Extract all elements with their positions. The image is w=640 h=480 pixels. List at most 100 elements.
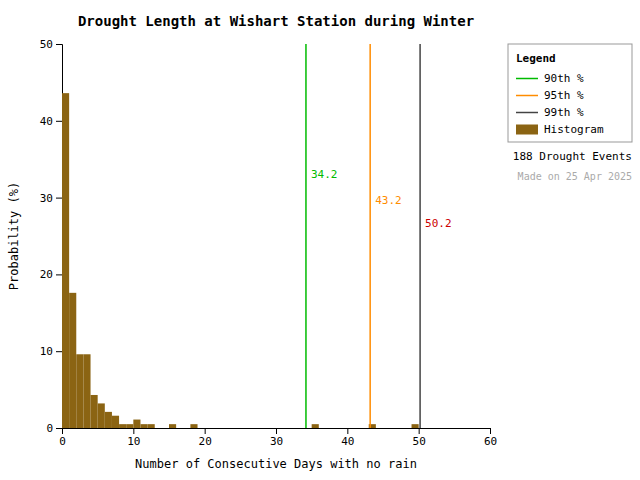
x-axis-line xyxy=(63,429,491,435)
y-tick-label: 20 xyxy=(40,268,53,281)
histogram-bar xyxy=(262,428,269,429)
x-tick-mark xyxy=(419,428,420,434)
histogram-bar xyxy=(340,428,347,429)
marks xyxy=(62,44,420,428)
x-tick: 40 xyxy=(341,428,354,448)
x-tick-mark xyxy=(133,428,134,434)
y-tick-mark xyxy=(56,428,62,429)
y-axis-title: Probability (%) xyxy=(7,182,21,290)
y-tick-label: 30 xyxy=(40,192,53,205)
histogram-bar xyxy=(176,428,183,429)
percentile-label: 50.2 xyxy=(425,217,452,230)
histogram-bar xyxy=(69,293,76,428)
histogram-bar xyxy=(155,428,162,429)
y-tick-label: 40 xyxy=(40,115,53,128)
legend-item: 99th % xyxy=(516,106,584,119)
x-tick-label: 50 xyxy=(413,435,426,448)
x-tick-label: 20 xyxy=(199,435,212,448)
histogram-bar xyxy=(190,424,197,428)
y-tick: 30 xyxy=(40,192,62,205)
histogram-bar xyxy=(476,428,483,429)
y-axis-line xyxy=(56,45,63,429)
histogram-bar xyxy=(347,428,354,429)
histogram-bar xyxy=(198,428,205,429)
histogram-bar xyxy=(290,428,297,429)
percentile-line xyxy=(305,44,307,428)
histogram-bar xyxy=(454,428,461,429)
x-tick-mark xyxy=(490,428,491,434)
histogram-bar xyxy=(233,428,240,429)
histogram-bar xyxy=(469,428,476,429)
y-tick: 40 xyxy=(40,115,62,128)
legend-item: 95th % xyxy=(516,89,584,102)
histogram-bar xyxy=(62,93,69,428)
title: Drought Length at Wishart Station during… xyxy=(78,13,474,29)
histogram-bar xyxy=(240,428,247,429)
percentile-labels: 34.243.250.2 xyxy=(311,168,452,231)
annotation: Made on 25 Apr 2025 xyxy=(518,171,632,182)
y-tick: 10 xyxy=(40,345,62,358)
histogram-bar xyxy=(140,424,147,428)
histogram-bar xyxy=(148,424,155,428)
y-tick: 0 xyxy=(46,422,62,435)
histogram-bar xyxy=(98,403,105,428)
histogram-bar xyxy=(297,428,304,429)
y-tick-mark xyxy=(56,121,62,122)
histogram-bar xyxy=(183,428,190,429)
histogram-bars xyxy=(62,93,419,428)
legend-swatch xyxy=(516,78,538,80)
histogram-bar xyxy=(283,428,290,429)
x-tick-label: 40 xyxy=(341,435,354,448)
percentile-line xyxy=(419,44,421,428)
x-tick-label: 0 xyxy=(59,435,66,448)
histogram-bar xyxy=(205,428,212,429)
histogram-bar xyxy=(383,428,390,429)
histogram-bar xyxy=(397,428,404,429)
histogram-bar xyxy=(362,428,369,429)
y-tick-mark xyxy=(56,44,62,45)
histogram-bar xyxy=(483,428,490,429)
y-tick-label: 50 xyxy=(40,38,53,51)
legend-item: Histogram xyxy=(516,123,604,136)
histogram-bar xyxy=(276,428,283,429)
histogram-bar xyxy=(447,428,454,429)
y-tick-label: 0 xyxy=(46,422,53,435)
histogram-bar xyxy=(247,428,254,429)
histogram-bar xyxy=(461,428,468,429)
histogram-bar xyxy=(426,428,433,429)
legend-item: 90th % xyxy=(516,72,584,85)
legend-swatch xyxy=(516,95,538,97)
histogram-bar xyxy=(126,424,133,428)
x-tick: 30 xyxy=(270,428,283,448)
histogram-bar xyxy=(390,428,397,429)
histogram-bar xyxy=(169,424,176,428)
y-tick: 50 xyxy=(40,38,62,51)
histogram-bar xyxy=(412,424,419,428)
legend-label: 95th % xyxy=(544,89,584,102)
histogram-bar xyxy=(212,428,219,429)
x-tick-mark xyxy=(276,428,277,434)
histogram-bar xyxy=(319,428,326,429)
x-tick-label: 10 xyxy=(127,435,140,448)
histogram-bar xyxy=(433,428,440,429)
histogram-bar xyxy=(76,354,83,428)
y-tick-label: 10 xyxy=(40,345,53,358)
x-tick: 20 xyxy=(199,428,212,448)
histogram-bar xyxy=(269,428,276,429)
y-tick: 20 xyxy=(40,268,62,281)
histogram-bar xyxy=(255,428,262,429)
legend-title: Legend xyxy=(516,52,556,65)
annotation: 188 Drought Events xyxy=(513,150,632,163)
x-tick-mark xyxy=(347,428,348,434)
y-tick-mark xyxy=(56,198,62,199)
x-tick-mark xyxy=(205,428,206,434)
histogram-bar xyxy=(312,424,319,428)
x-tick-label: 60 xyxy=(484,435,497,448)
y-tick-mark xyxy=(56,274,62,275)
x-tick: 0 xyxy=(59,428,66,448)
percentile-label: 43.2 xyxy=(375,194,402,207)
x-tick: 50 xyxy=(413,428,426,448)
legend-label: Histogram xyxy=(544,123,604,136)
histogram-bar xyxy=(354,428,361,429)
histogram-bar xyxy=(333,428,340,429)
